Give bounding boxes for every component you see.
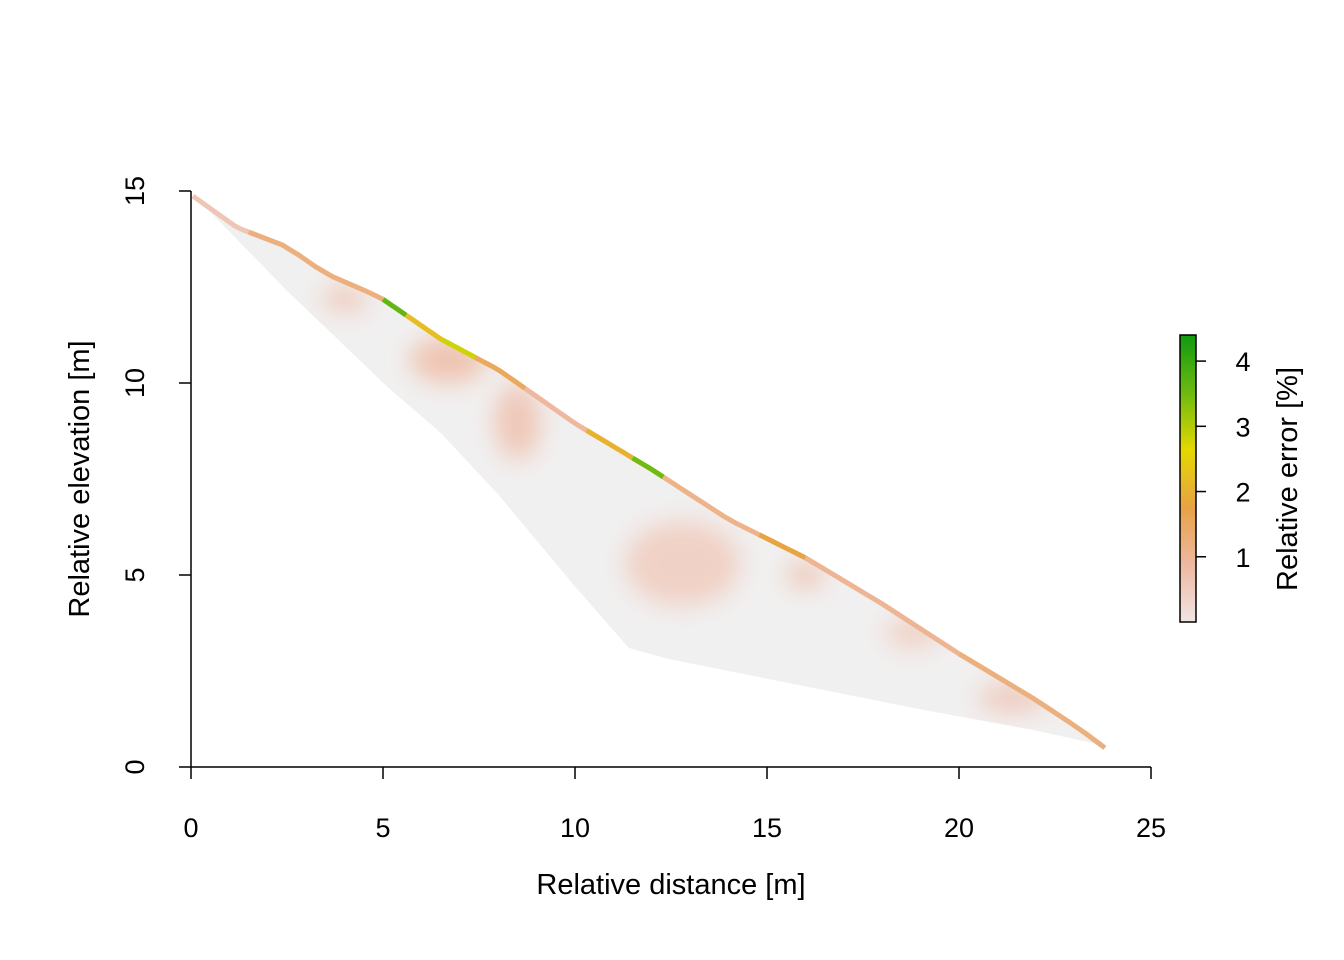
y-tick-label: 0 bbox=[120, 759, 150, 774]
x-tick-label: 10 bbox=[560, 813, 590, 843]
surface-edge-segment-6 bbox=[474, 355, 527, 391]
x-axis-title: Relative distance [m] bbox=[536, 869, 805, 901]
colorbar-tick-label: 3 bbox=[1235, 412, 1250, 442]
colorbar-title: Relative error [%] bbox=[1272, 367, 1304, 591]
y-tick-label: 10 bbox=[120, 368, 150, 398]
surface-edge-segment-4 bbox=[404, 313, 443, 341]
y-tick-label: 15 bbox=[120, 176, 150, 206]
x-tick-label: 0 bbox=[183, 813, 198, 843]
x-tick-label: 5 bbox=[375, 813, 390, 843]
surface-edge-segment-8 bbox=[585, 428, 634, 461]
hotspot-1 bbox=[321, 285, 368, 312]
x-tick-label: 20 bbox=[944, 813, 974, 843]
hotspot-5 bbox=[786, 561, 825, 589]
y-tick-label: 5 bbox=[120, 567, 150, 582]
colorbar-gradient bbox=[1179, 334, 1197, 623]
surface-edge-segment-11 bbox=[758, 532, 807, 561]
y-axis: 0 5 10 15 bbox=[120, 176, 192, 775]
surface-edge-segment-5 bbox=[439, 336, 477, 360]
surface-edge-segment-13 bbox=[957, 651, 1107, 750]
colorbar-tick-label: 2 bbox=[1235, 478, 1250, 508]
x-axis: 0 5 10 15 20 25 bbox=[183, 766, 1166, 843]
surface-edge-segment-9 bbox=[631, 455, 665, 480]
surface-edge-segment-7 bbox=[523, 386, 588, 433]
surface-edge-segment-10 bbox=[661, 474, 761, 538]
plot-region bbox=[191, 194, 1107, 750]
x-tick-label: 15 bbox=[752, 813, 782, 843]
hotspot-4 bbox=[624, 521, 741, 606]
colorbar-tick-label: 4 bbox=[1235, 347, 1250, 377]
surface-edge-layer bbox=[191, 194, 1107, 750]
hotspot-3 bbox=[494, 383, 541, 460]
surface-edge-segment-3 bbox=[381, 297, 408, 318]
x-tick-label: 25 bbox=[1136, 813, 1166, 843]
colorbar-tick-label: 1 bbox=[1235, 543, 1250, 573]
colorbar-legend: 1 2 3 4 Relative error [%] bbox=[1179, 334, 1304, 623]
y-axis-title: Relative elevation [m] bbox=[64, 340, 96, 617]
surface-edge-segment-12 bbox=[804, 555, 961, 656]
surface-edge-segment-1 bbox=[191, 194, 250, 235]
surface-edge-segment-2 bbox=[247, 229, 385, 302]
